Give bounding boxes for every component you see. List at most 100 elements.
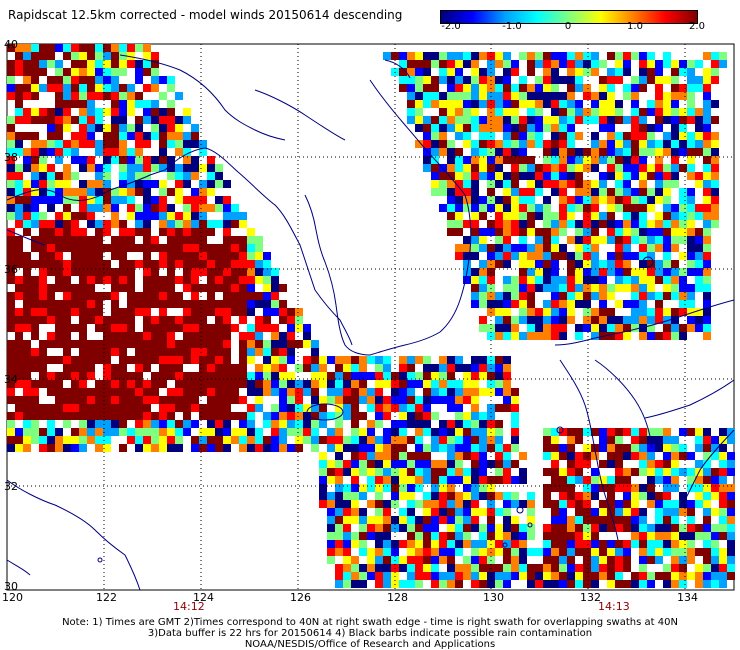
wind-cell <box>87 124 95 132</box>
wind-cell <box>687 260 695 268</box>
wind-cell <box>95 380 103 388</box>
wind-cell <box>143 228 151 236</box>
wind-cell <box>215 348 223 356</box>
jeju-island <box>306 403 344 421</box>
wind-cell <box>663 532 671 540</box>
wind-cell <box>463 372 471 380</box>
wind-cell <box>79 428 87 436</box>
wind-cell <box>223 364 231 372</box>
wind-cell <box>647 556 655 564</box>
wind-cell <box>679 212 687 220</box>
wind-cell <box>583 220 591 228</box>
wind-cell <box>319 396 327 404</box>
wind-cell <box>463 260 471 268</box>
wind-cell <box>63 340 71 348</box>
wind-cell <box>503 92 511 100</box>
wind-cell <box>327 492 335 500</box>
wind-cell <box>15 276 23 284</box>
wind-cell <box>223 228 231 236</box>
wind-cell <box>727 452 735 460</box>
wind-cell <box>15 60 23 68</box>
wind-cell <box>431 428 439 436</box>
wind-cell <box>375 484 383 492</box>
wind-cell <box>511 564 519 572</box>
wind-cell <box>159 436 167 444</box>
wind-cell <box>111 284 119 292</box>
wind-cell <box>143 44 151 52</box>
wind-cell <box>455 188 463 196</box>
wind-cell <box>519 196 527 204</box>
wind-cell <box>407 412 415 420</box>
wind-cell <box>639 540 647 548</box>
wind-cell <box>591 292 599 300</box>
wind-cell <box>103 172 111 180</box>
wind-cell <box>87 204 95 212</box>
wind-cell <box>327 508 335 516</box>
wind-cell <box>663 476 671 484</box>
wind-cell <box>471 140 479 148</box>
wind-cell <box>511 100 519 108</box>
wind-cell <box>111 372 119 380</box>
wind-cell <box>719 524 727 532</box>
wind-cell <box>79 124 87 132</box>
wind-cell <box>415 580 423 588</box>
wind-cell <box>647 228 655 236</box>
wind-cell <box>495 436 503 444</box>
wind-cell <box>623 68 631 76</box>
wind-cell <box>455 508 463 516</box>
wind-cell <box>543 532 551 540</box>
wind-cell <box>727 508 735 516</box>
wind-cell <box>127 196 135 204</box>
wind-cell <box>79 164 87 172</box>
wind-cell <box>583 164 591 172</box>
wind-cell <box>671 484 679 492</box>
wind-cell <box>431 540 439 548</box>
wind-cell <box>255 348 263 356</box>
wind-cell <box>311 356 319 364</box>
wind-cell <box>143 68 151 76</box>
wind-cell <box>495 332 503 340</box>
wind-cell <box>71 148 79 156</box>
wind-cell <box>471 188 479 196</box>
wind-cell <box>455 380 463 388</box>
wind-cell <box>647 204 655 212</box>
wind-cell <box>7 60 15 68</box>
wind-cell <box>535 260 543 268</box>
wind-cell <box>495 236 503 244</box>
wind-cell <box>191 140 199 148</box>
wind-cell <box>471 196 479 204</box>
wind-cell <box>567 196 575 204</box>
wind-cell <box>199 348 207 356</box>
wind-cell <box>31 220 39 228</box>
wind-cell <box>71 220 79 228</box>
wind-cell <box>431 548 439 556</box>
wind-cell <box>551 308 559 316</box>
wind-cell <box>623 500 631 508</box>
wind-cell <box>575 332 583 340</box>
wind-cell <box>599 108 607 116</box>
wind-cell <box>119 44 127 52</box>
wind-cell <box>695 276 703 284</box>
wind-cell <box>695 324 703 332</box>
wind-cell <box>63 44 71 52</box>
wind-cell <box>127 212 135 220</box>
wind-cell <box>335 500 343 508</box>
wind-cell <box>711 564 719 572</box>
wind-cell <box>535 316 543 324</box>
wind-cell <box>567 100 575 108</box>
wind-cell <box>655 572 663 580</box>
wind-cell <box>647 460 655 468</box>
wind-cell <box>583 68 591 76</box>
wind-cell <box>79 132 87 140</box>
wind-cell <box>375 372 383 380</box>
wind-cell <box>15 332 23 340</box>
wind-cell <box>95 300 103 308</box>
wind-cell <box>303 388 311 396</box>
wind-cell <box>151 332 159 340</box>
wind-cell <box>543 316 551 324</box>
wind-cell <box>335 356 343 364</box>
wind-cell <box>623 484 631 492</box>
wind-cell <box>63 164 71 172</box>
wind-cell <box>39 60 47 68</box>
wind-cell <box>455 84 463 92</box>
